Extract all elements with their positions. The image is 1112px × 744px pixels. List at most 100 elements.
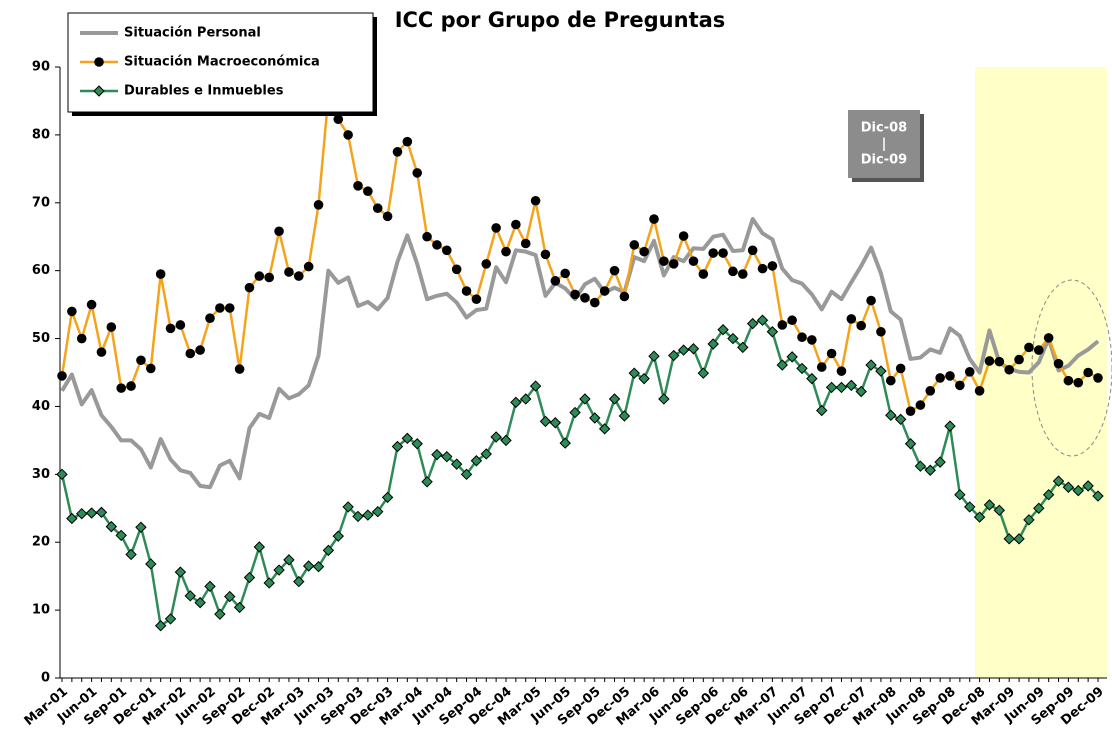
marker [96, 347, 107, 357]
marker [460, 468, 473, 481]
marker [668, 349, 680, 362]
marker [539, 415, 552, 428]
marker [747, 245, 758, 256]
marker [767, 261, 778, 271]
marker [155, 269, 166, 279]
marker [825, 381, 838, 394]
marker [816, 362, 827, 372]
marker [67, 306, 77, 317]
marker [598, 423, 611, 435]
marker [234, 364, 245, 374]
marker [333, 114, 344, 125]
marker [728, 266, 738, 277]
marker [955, 380, 965, 391]
marker [1043, 333, 1054, 343]
marker [964, 367, 975, 377]
marker [668, 259, 679, 269]
y-tick-label: 90 [32, 60, 50, 75]
marker [165, 323, 176, 334]
marker [520, 393, 532, 405]
marker [94, 57, 104, 67]
marker [904, 438, 917, 450]
marker [254, 271, 265, 281]
marker [224, 590, 236, 603]
marker [628, 367, 640, 379]
annotation-text: Dic-09 [861, 153, 907, 168]
marker [253, 541, 266, 553]
marker [312, 560, 325, 573]
marker [126, 381, 136, 391]
marker [944, 420, 956, 432]
marker [698, 269, 709, 279]
marker [629, 240, 640, 250]
marker [935, 373, 945, 383]
marker [560, 268, 570, 279]
marker [737, 341, 749, 354]
marker [875, 365, 887, 377]
marker [757, 263, 768, 274]
marker [363, 186, 373, 197]
marker [925, 386, 936, 396]
marker [718, 248, 728, 258]
marker [76, 508, 88, 520]
marker [1073, 377, 1084, 388]
marker [618, 410, 631, 422]
marker [264, 272, 275, 283]
marker [934, 456, 946, 468]
marker [895, 363, 906, 374]
y-tick-label: 10 [32, 603, 50, 618]
annotation-text: Dic-08 [861, 121, 907, 136]
marker [1053, 358, 1064, 369]
y-tick-label: 80 [32, 127, 50, 142]
marker [501, 246, 511, 257]
marker [579, 393, 591, 405]
marker [914, 460, 927, 472]
marker [451, 264, 462, 275]
y-tick-label: 70 [32, 195, 50, 210]
marker [76, 333, 87, 344]
marker [450, 458, 463, 470]
marker [520, 238, 531, 249]
marker [1062, 481, 1075, 493]
marker [93, 85, 105, 97]
marker [766, 326, 779, 338]
marker [105, 520, 118, 533]
marker [115, 529, 127, 542]
marker [85, 507, 98, 519]
y-tick-label: 30 [32, 467, 50, 482]
marker [688, 256, 699, 266]
marker [382, 211, 393, 222]
y-tick-label: 50 [32, 331, 50, 346]
marker [490, 431, 502, 443]
marker [204, 580, 216, 593]
marker [973, 511, 986, 523]
marker [136, 355, 146, 366]
marker [1083, 367, 1093, 378]
marker [570, 289, 580, 300]
marker [205, 313, 215, 323]
marker [500, 434, 512, 447]
marker [708, 248, 718, 258]
marker [866, 295, 876, 306]
marker [244, 282, 255, 293]
marker [816, 404, 828, 417]
marker [274, 226, 284, 237]
series-line [60, 94, 1099, 413]
marker [786, 351, 798, 363]
plot: 0102030405060708090Mar-01Jun-01Sep-01Dec… [22, 60, 1107, 729]
marker [550, 276, 561, 286]
marker [746, 317, 759, 330]
marker [57, 371, 67, 381]
marker [471, 294, 482, 304]
marker [332, 530, 344, 542]
marker [569, 406, 581, 419]
marker [687, 343, 700, 355]
marker [993, 504, 1006, 517]
legend-items: Situación Personal Situación Macroeconómi… [80, 26, 320, 99]
marker [422, 231, 432, 242]
marker [511, 219, 521, 230]
marker [224, 303, 235, 313]
marker [1023, 514, 1035, 526]
marker [1024, 342, 1034, 353]
marker [233, 601, 246, 614]
